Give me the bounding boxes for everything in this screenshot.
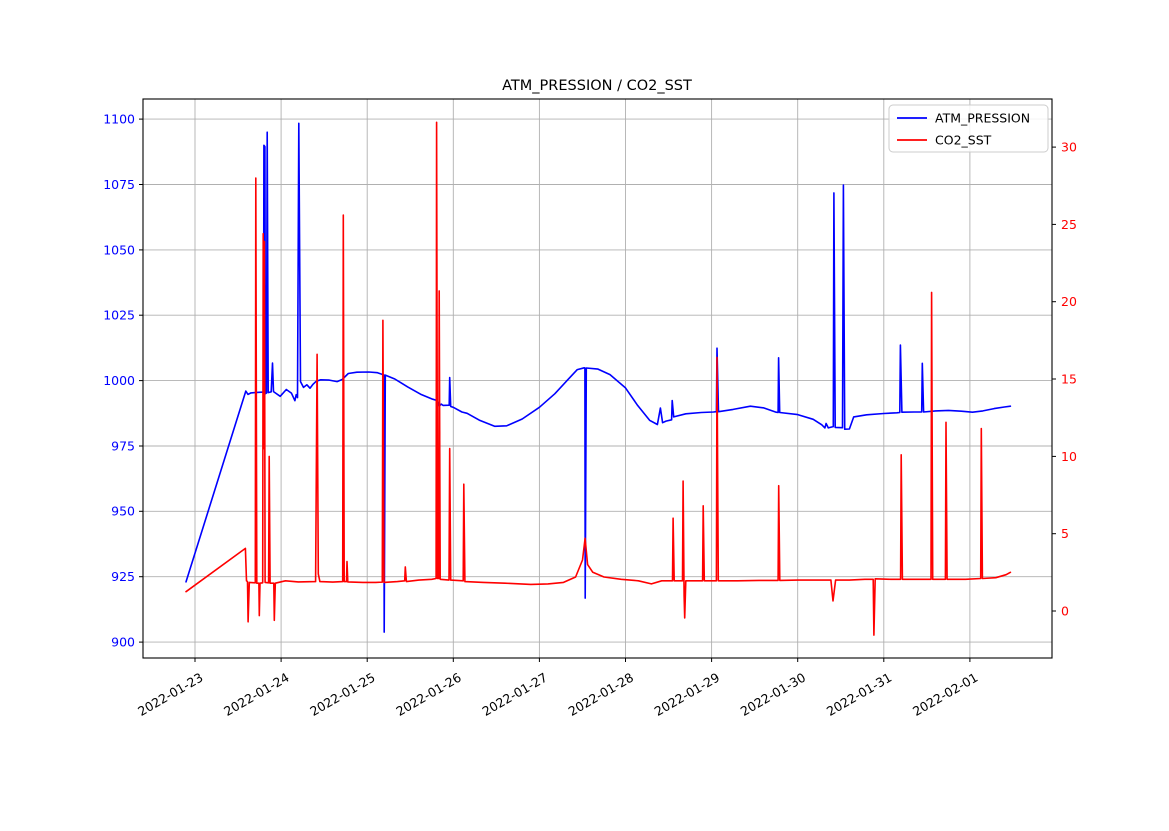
- x-axis-tick-label: 2022-02-01: [910, 670, 980, 719]
- y-axis-left-tick-label: 900: [111, 634, 135, 649]
- y-axis-left-tick-label: 1075: [103, 177, 135, 192]
- legend: ATM_PRESSION CO2_SST: [888, 104, 1049, 153]
- y-axis-right-tick-label: 15: [1061, 371, 1077, 386]
- y-axis-right-tick-label: 20: [1061, 294, 1077, 309]
- x-axis-tick-label: 2022-01-23: [135, 670, 205, 719]
- y-axis-right-tick-label: 5: [1061, 526, 1069, 541]
- x-axis-tick-label: 2022-01-30: [738, 670, 808, 719]
- x-axis-tick-label: 2022-01-27: [479, 670, 549, 719]
- y-axis-left-tick-label: 1025: [103, 308, 135, 323]
- y-axis-left-tick-label: 1050: [103, 242, 135, 257]
- y-axis-right-tick-label: 30: [1061, 139, 1077, 154]
- plot-area-generated: 900 925 950 975 1000 1025 1050 1075 1100 0 5 10 15 20…: [103, 98, 1077, 719]
- x-axis-tick-label: 2022-01-26: [393, 670, 463, 719]
- series-co2-sst: [185, 121, 1012, 636]
- y-axis-left-tick-label: 1000: [103, 373, 135, 388]
- y-axis-right-tick-label: 10: [1061, 449, 1077, 464]
- y-axis-left-tick-label: 975: [111, 438, 135, 453]
- legend-label-atm-pression: ATM_PRESSION: [935, 111, 1030, 126]
- y-axis-left-tick-label: 1100: [103, 111, 135, 126]
- x-axis-tick-label: 2022-01-24: [221, 670, 291, 719]
- legend-label-co2-sst: CO2_SST: [935, 133, 992, 148]
- series-atm-pression: [185, 122, 1012, 633]
- chart-title: ATM_PRESSION / CO2_SST: [502, 78, 692, 94]
- y-axis-left-tick-label: 950: [111, 504, 135, 519]
- legend-box: [888, 104, 1049, 153]
- y-axis-right-tick-label: 0: [1061, 603, 1069, 618]
- y-axis-right-tick-label: 25: [1061, 217, 1077, 232]
- x-axis-tick-label: 2022-01-25: [307, 670, 377, 719]
- x-axis-tick-label: 2022-01-28: [566, 670, 636, 719]
- x-axis-tick-label: 2022-01-29: [652, 670, 722, 719]
- y-axis-left-tick-label: 925: [111, 569, 135, 584]
- x-axis-tick-label: 2022-01-31: [824, 670, 894, 719]
